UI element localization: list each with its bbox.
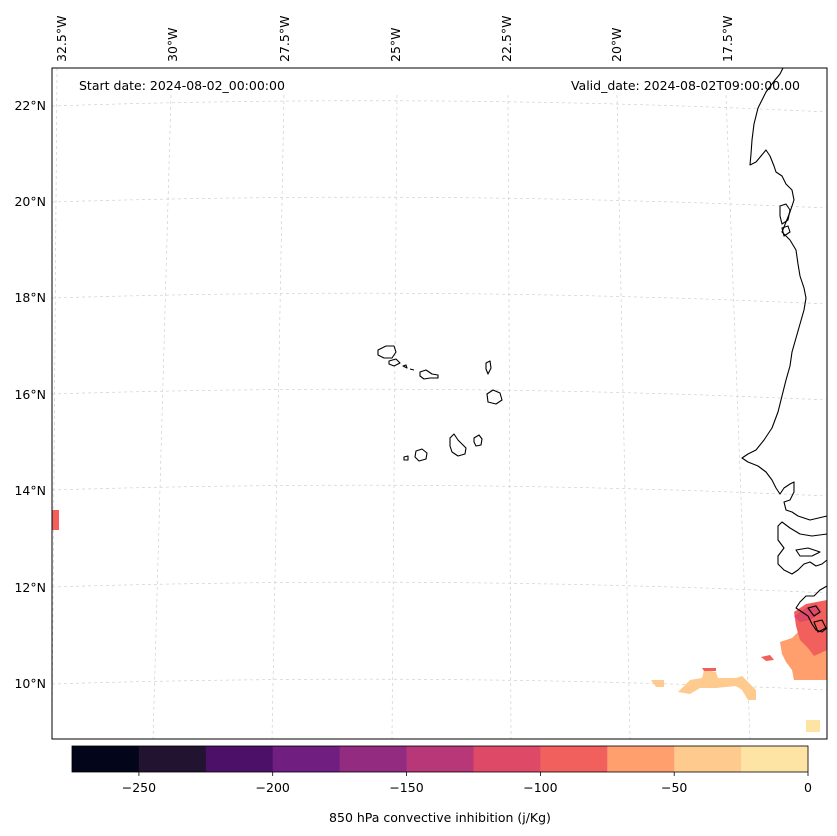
island-sao-vicente: [388, 358, 401, 367]
coast-detail: [807, 605, 821, 617]
colorbar-segment: [406, 746, 474, 772]
colorbar-segment: [72, 746, 140, 772]
cin-shading: [52, 510, 827, 732]
colorbar-tick-label: −100: [523, 780, 557, 795]
lat-label: 14°N: [14, 483, 46, 498]
island-sal: [485, 360, 492, 375]
coast-detail: [779, 203, 791, 225]
colorbar-ticks: [138, 772, 809, 776]
valid-date-label: Valid_date: 2024-08-02T09:00:00.00: [571, 78, 800, 93]
cin-patch-east-light: [678, 670, 756, 700]
cin-patch-small: [651, 680, 664, 687]
gridlines: [51, 67, 828, 740]
colorbar-segment: [540, 746, 608, 772]
colorbar-label: 850 hPa convective inhibition (j/Kg): [329, 810, 551, 825]
cin-patch-dot: [761, 655, 774, 661]
island-santiago: [449, 433, 467, 457]
cin-patch-east-red: [794, 604, 822, 622]
lon-label: 25°W: [388, 27, 403, 62]
parallel-line: [51, 678, 828, 691]
colorbar-segment: [674, 746, 742, 772]
coast-detail: [813, 619, 827, 633]
longitude-labels: 32.5°W 30°W 27.5°W 25°W 22.5°W 20°W 17.5…: [54, 16, 735, 62]
lon-label: 27.5°W: [277, 16, 292, 62]
cin-patch-west: [52, 510, 59, 530]
lon-label: 30°W: [165, 27, 180, 62]
cin-patch-dot2: [702, 668, 716, 671]
lat-label: 18°N: [14, 290, 46, 305]
colorbar-segment: [473, 746, 541, 772]
meridian-line: [51, 67, 58, 740]
lat-label: 12°N: [14, 580, 46, 595]
island-brava: [403, 455, 409, 461]
island-sao-nicolau: [409, 368, 439, 380]
lat-label: 16°N: [14, 387, 46, 402]
parallel-line: [51, 388, 828, 401]
island-maio: [473, 434, 483, 447]
colorbar-segment: [205, 746, 274, 772]
meridian-line: [616, 94, 631, 740]
lat-label: 20°N: [14, 194, 46, 209]
parallel-line: [51, 196, 828, 209]
colorbar-tick-labels: −250 −200 −150 −100 −50 0: [122, 780, 812, 795]
lon-label: 32.5°W: [54, 16, 69, 62]
colorbar-tick-label: −200: [256, 780, 290, 795]
meridian-line: [152, 94, 172, 740]
coastlines: [377, 67, 828, 633]
meridian-line: [271, 94, 285, 740]
parallel-line: [51, 484, 828, 497]
colorbar-frame: [71, 745, 809, 773]
colorbar: −250 −200 −150 −100 −50 0 850 hPa convec…: [71, 745, 812, 825]
lat-label: 10°N: [14, 676, 46, 691]
island-boa-vista: [486, 389, 503, 405]
colorbar-segment: [272, 746, 341, 772]
meridian-line: [507, 94, 512, 740]
colorbar-segment: [741, 746, 809, 772]
start-date-label: Start date: 2024-08-02_00:00:00: [79, 78, 285, 93]
lon-label: 22.5°W: [499, 16, 514, 62]
lon-label: 17.5°W: [720, 16, 735, 62]
colorbar-tick-label: 0: [804, 780, 812, 795]
parallel-line: [51, 292, 828, 305]
colorbar-segments: [72, 746, 809, 772]
colorbar-segment: [138, 746, 207, 772]
coast-detail: [795, 547, 821, 557]
island-santo-antao: [377, 345, 397, 359]
parallel-line: [51, 581, 828, 594]
island-santa-luzia: [402, 364, 408, 369]
cin-patch-corner: [806, 720, 820, 732]
lon-label: 20°W: [609, 27, 624, 62]
meridian-line: [391, 94, 398, 740]
coast-detail: [781, 225, 791, 237]
colorbar-tick-label: −150: [389, 780, 423, 795]
map-frame: [51, 67, 828, 740]
colorbar-segment: [339, 746, 408, 772]
latitude-labels: 22°N 20°N 18°N 16°N 14°N 12°N 10°N: [14, 98, 46, 691]
lat-label: 22°N: [14, 98, 46, 113]
colorbar-tick-label: −50: [661, 780, 687, 795]
colorbar-tick-label: −250: [122, 780, 156, 795]
map-background: [52, 68, 827, 739]
parallel-line: [51, 100, 828, 113]
colorbar-segment: [607, 746, 675, 772]
island-fogo: [414, 448, 428, 462]
